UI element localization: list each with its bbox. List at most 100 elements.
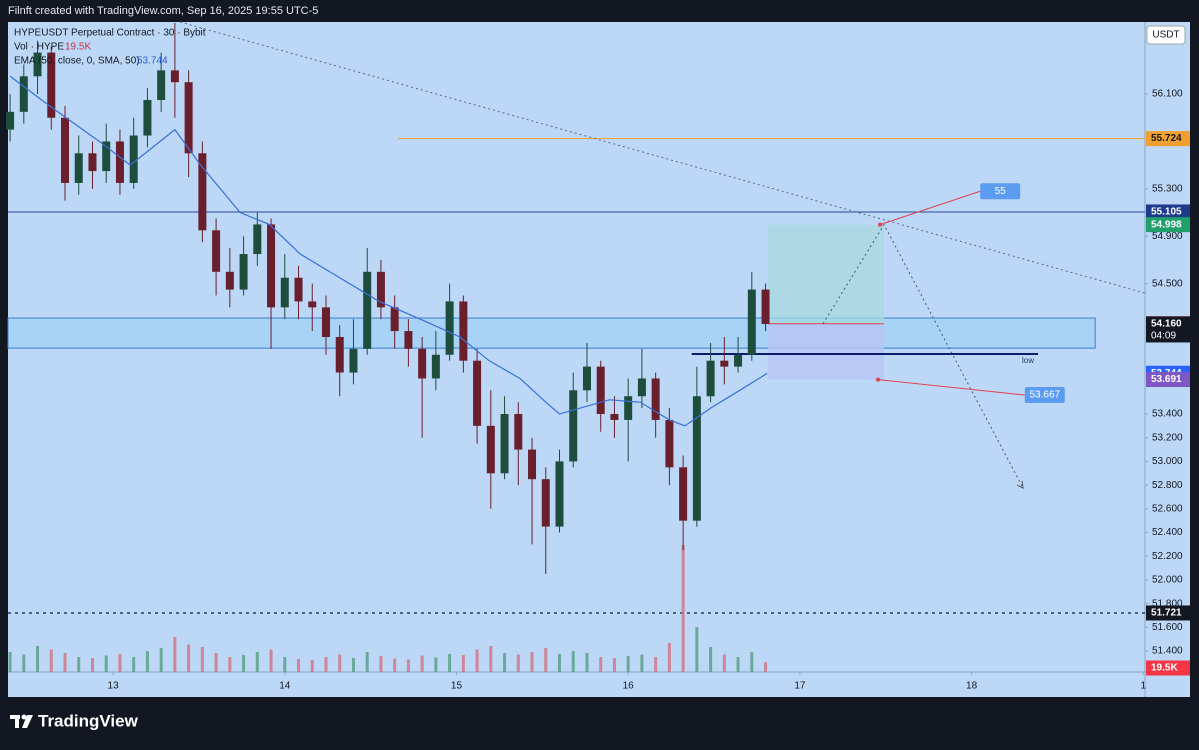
callout-line xyxy=(879,190,981,226)
logo-part xyxy=(21,714,27,720)
volume-bar xyxy=(200,647,204,672)
volume-bar xyxy=(214,653,218,672)
y-tick-label: 56.100 xyxy=(1152,89,1183,100)
price-label-box xyxy=(1146,605,1190,621)
volume-bar xyxy=(709,647,713,672)
projection xyxy=(822,223,1024,489)
volume-bar xyxy=(654,657,658,672)
volume-bar xyxy=(338,654,342,672)
volume-bar xyxy=(434,657,438,672)
candle-body xyxy=(253,224,262,255)
volume-bar xyxy=(393,658,397,672)
volume-bar xyxy=(63,653,67,672)
candle-body xyxy=(610,414,619,420)
candle-body xyxy=(500,414,509,474)
volume-bar xyxy=(132,657,136,672)
price-label: 54.998 xyxy=(1151,219,1182,230)
candle-body xyxy=(706,360,715,397)
volume-bar xyxy=(475,649,479,672)
candle-body xyxy=(747,289,756,355)
candle-body xyxy=(514,414,523,450)
price-label: 54.160 xyxy=(1151,319,1182,330)
price-label: 51.721 xyxy=(1151,608,1182,619)
x-tick-label: 13 xyxy=(108,681,120,692)
volume-label: 19.5K xyxy=(1151,663,1178,674)
volume-bar xyxy=(49,649,53,672)
volume-bar xyxy=(503,653,507,672)
candle-body xyxy=(376,271,385,308)
candle-body xyxy=(569,390,578,462)
y-tick-label: 51.800 xyxy=(1152,598,1183,609)
volume-bar xyxy=(516,654,520,672)
volume-bar xyxy=(667,643,671,672)
volume-bar xyxy=(36,646,40,672)
y-tick-label: 51.400 xyxy=(1152,646,1183,657)
candle-body xyxy=(198,153,207,231)
legend-title: HYPEUSDT Perpetual Contract · 30 · Bybit xyxy=(14,28,206,39)
legend-volume-value: 19.5K xyxy=(65,42,91,53)
volume-bar xyxy=(8,652,12,672)
volume-bar xyxy=(310,660,314,672)
candle-body xyxy=(596,366,605,415)
volume-bar xyxy=(489,646,493,672)
attribution: Filnft created with TradingView.com, Sep… xyxy=(8,5,318,17)
legend-ema: EMA (50, close, 0, SMA, 50) xyxy=(14,56,140,67)
volume-bar xyxy=(544,648,548,672)
volume-bar xyxy=(22,654,26,672)
volume-bar xyxy=(365,652,369,672)
volume-bar xyxy=(118,654,122,672)
volume-bar xyxy=(173,637,177,672)
logo xyxy=(10,714,33,728)
candle-body xyxy=(212,230,221,272)
candle-body xyxy=(33,52,42,77)
currency-box[interactable] xyxy=(1146,25,1186,45)
brand: TradingView xyxy=(38,711,139,730)
volume-label-box xyxy=(1146,660,1190,676)
volume-bar xyxy=(324,657,328,672)
y-tick-label: 54.500 xyxy=(1152,278,1183,289)
y-tick-label: 52.400 xyxy=(1152,527,1183,538)
candle-body xyxy=(692,396,701,521)
price-label: 55.724 xyxy=(1151,133,1182,144)
candle-body xyxy=(679,467,688,521)
callout-label: 53.667 xyxy=(1030,390,1061,401)
volume-bar xyxy=(269,649,273,672)
candle-body xyxy=(267,224,276,308)
callout-label: 55 xyxy=(995,186,1007,197)
volume-bar xyxy=(640,654,644,672)
price-label-box xyxy=(1146,131,1190,147)
y-tick-label: 54.900 xyxy=(1152,231,1183,242)
volume-bar xyxy=(187,644,191,672)
x-tick-label: 1 xyxy=(1141,681,1147,692)
volume-bar xyxy=(379,656,383,672)
candle-body xyxy=(157,70,166,100)
callout-anchor xyxy=(878,222,883,227)
y-tick-label: 53.000 xyxy=(1152,456,1183,467)
volume-bar xyxy=(750,652,754,672)
candle-body xyxy=(528,449,537,480)
volume-bar xyxy=(448,654,452,672)
plot: low 55 53.667 xyxy=(6,21,1146,672)
candle-body xyxy=(308,301,317,308)
candle-body xyxy=(280,277,289,308)
candle-body xyxy=(445,301,454,355)
candle-body xyxy=(74,153,83,183)
candle-body xyxy=(6,111,15,130)
volume-bar xyxy=(297,659,301,672)
candle-body xyxy=(47,52,56,118)
callout-line xyxy=(877,379,1025,396)
y-tick-label: 55.300 xyxy=(1152,183,1183,194)
volume-bar xyxy=(681,545,685,672)
volume-bar xyxy=(283,657,287,672)
volume-bar xyxy=(228,657,232,672)
legend-ema-value: 53.744 xyxy=(137,56,168,67)
candle-body xyxy=(665,419,674,468)
ema-line xyxy=(9,75,768,427)
y-tick-label: 51.600 xyxy=(1152,622,1183,633)
x-tick-label: 15 xyxy=(451,681,463,692)
volume-bar xyxy=(145,651,149,672)
candle-body xyxy=(720,360,729,367)
candle-body xyxy=(335,336,344,373)
